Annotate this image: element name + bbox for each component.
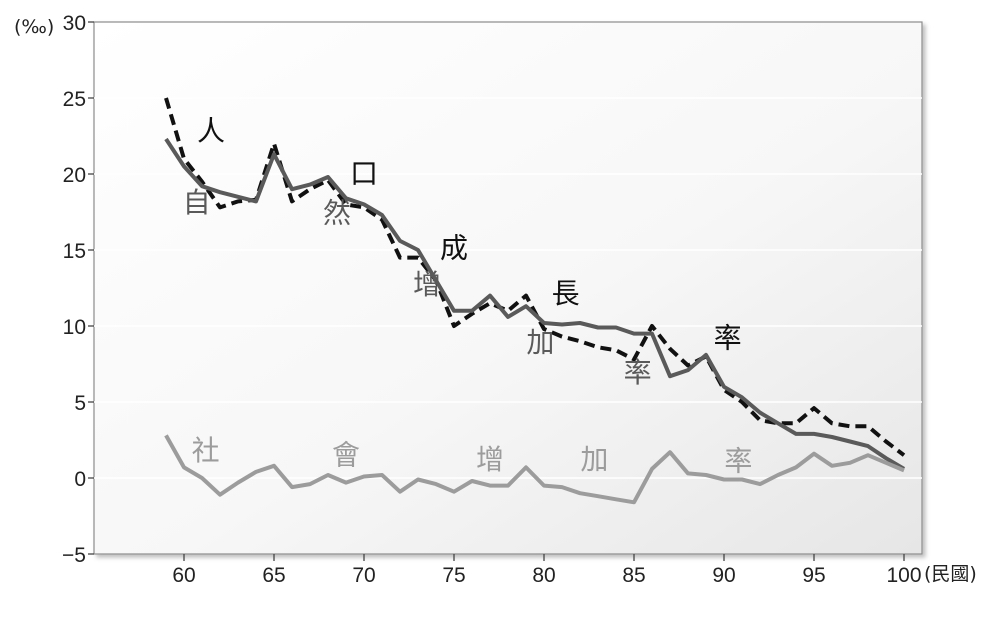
annotation-label: 口 — [350, 157, 378, 190]
annotations: 人口成長率自 然增加率社會增加率 — [183, 115, 753, 478]
series-lines — [164, 97, 906, 505]
annotation-label: 加 — [526, 326, 554, 359]
annotation-label: 增 — [476, 443, 504, 476]
y-tick-label: 30 — [63, 12, 86, 35]
series-line-social-increase — [164, 434, 905, 505]
annotation-label: 率 — [724, 444, 752, 477]
annotation-label: 率 — [624, 356, 652, 389]
x-tick-label: 95 — [802, 564, 825, 587]
series-line-natural-increase — [164, 137, 906, 471]
annotation-label: 社 — [192, 434, 220, 467]
annotation-label: 率 — [714, 321, 742, 354]
y-tick-label: 0 — [74, 468, 86, 491]
annotation-label: 人 — [197, 115, 225, 148]
y-tick-label: 10 — [63, 316, 86, 339]
annotation-label: 加 — [580, 443, 608, 476]
y-tick-label: 5 — [74, 392, 86, 415]
x-tick-label: 85 — [622, 564, 645, 587]
x-axis: 60 65 70 75 80 85 90 95 100 — [172, 554, 922, 587]
x-tick-label: 65 — [262, 564, 285, 587]
y-tick-label: 15 — [63, 240, 86, 263]
annotation-label: 會 — [332, 438, 360, 471]
x-tick-label: 60 — [172, 564, 195, 587]
annotation-label: 自 — [183, 186, 211, 219]
x-tick-label: 70 — [352, 564, 375, 587]
x-tick-label: 75 — [442, 564, 465, 587]
x-tick-label: 80 — [532, 564, 555, 587]
y-unit-label: (‰) — [14, 16, 54, 38]
x-tick-label: 90 — [712, 564, 735, 587]
x-unit-label: (民國) — [924, 563, 977, 585]
annotation-label: 長 — [552, 277, 580, 310]
annotation-label: 增 — [413, 268, 441, 301]
y-tick-label: 20 — [63, 164, 86, 187]
y-axis: −5 0 5 10 15 20 25 30 — [62, 12, 94, 567]
grid-lines — [94, 97, 922, 479]
annotation-label: 然 — [323, 197, 351, 230]
y-tick-label: −5 — [62, 544, 86, 567]
annotation-label: 成 — [440, 232, 468, 265]
plot-area — [93, 21, 923, 555]
x-tick-label: 100 — [886, 564, 921, 587]
y-tick-label: 25 — [63, 88, 86, 111]
